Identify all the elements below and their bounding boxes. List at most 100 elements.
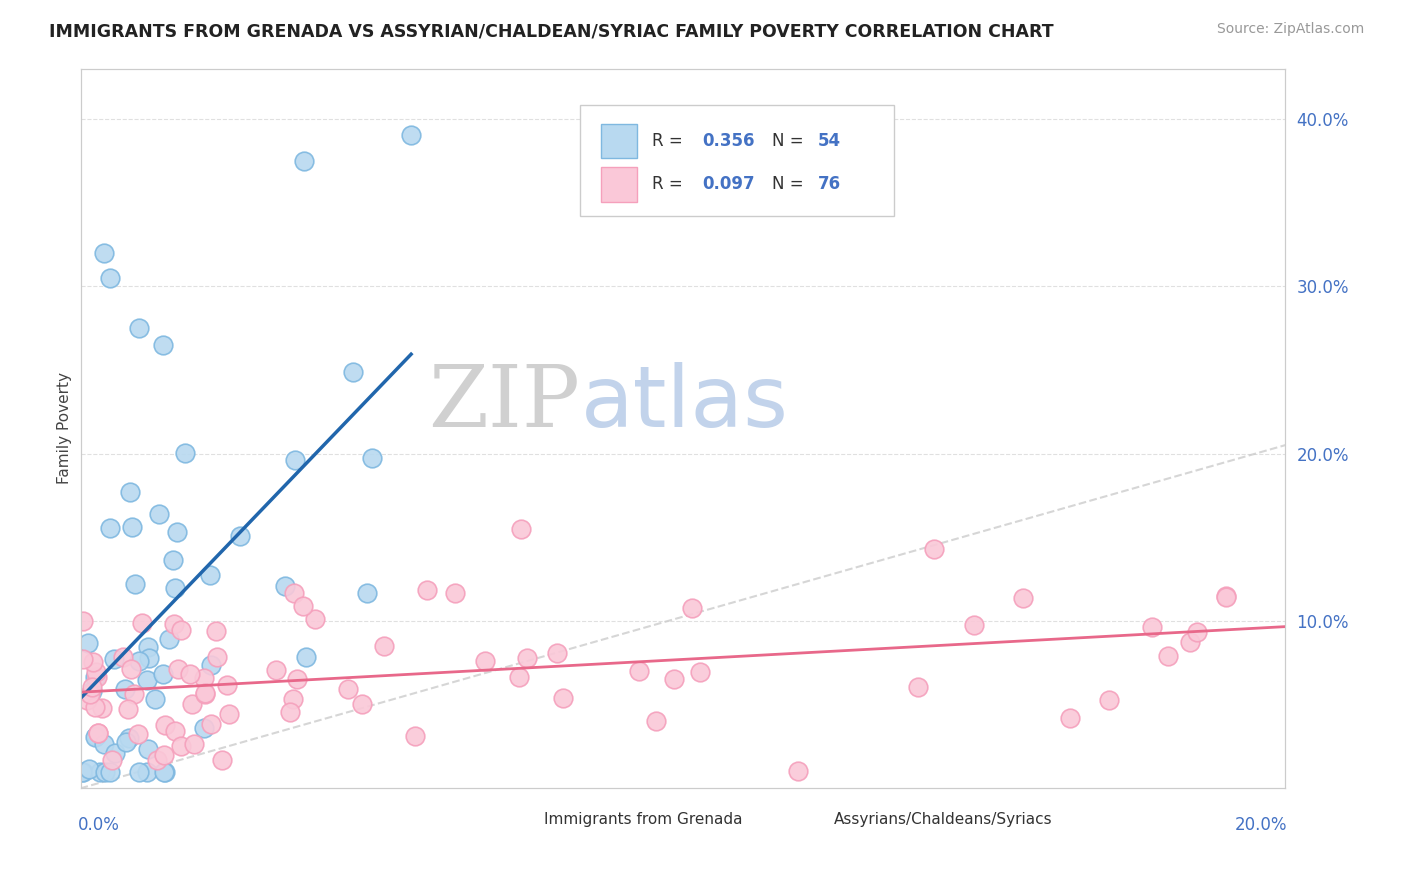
Point xyxy=(128,321,150,335)
Point xyxy=(508,670,530,684)
Point xyxy=(72,764,94,779)
Point xyxy=(118,485,141,500)
Point xyxy=(194,686,217,700)
Point xyxy=(93,245,115,260)
Point xyxy=(84,670,107,684)
Point xyxy=(157,632,180,647)
Point xyxy=(82,655,104,669)
Point xyxy=(87,726,110,740)
Point xyxy=(200,717,222,731)
Point xyxy=(198,567,221,582)
FancyBboxPatch shape xyxy=(797,808,824,831)
Point xyxy=(211,753,233,767)
Point xyxy=(90,701,112,715)
Point xyxy=(98,270,121,285)
FancyBboxPatch shape xyxy=(581,104,894,216)
Point xyxy=(1142,620,1164,634)
Point xyxy=(100,753,122,767)
Point xyxy=(510,522,533,536)
Point xyxy=(136,741,159,756)
Point xyxy=(662,672,685,686)
Text: 20.0%: 20.0% xyxy=(1234,815,1288,834)
Point xyxy=(278,705,301,719)
Point xyxy=(170,739,193,754)
Point xyxy=(1156,649,1178,664)
Point xyxy=(79,687,101,701)
Point xyxy=(124,576,146,591)
Text: 0.097: 0.097 xyxy=(702,176,755,194)
Point xyxy=(86,670,108,684)
Point xyxy=(87,725,110,739)
Y-axis label: Family Poverty: Family Poverty xyxy=(58,373,72,484)
Point xyxy=(907,680,929,694)
Point xyxy=(284,452,307,467)
Point xyxy=(553,690,575,705)
Point xyxy=(72,764,94,779)
Point xyxy=(516,651,538,665)
Point xyxy=(163,617,186,632)
Point xyxy=(146,753,169,767)
Point xyxy=(143,691,166,706)
Text: R =: R = xyxy=(651,132,688,150)
Point xyxy=(153,718,176,732)
Text: 76: 76 xyxy=(818,176,841,194)
Point xyxy=(1215,589,1237,603)
Point xyxy=(205,649,228,664)
Point xyxy=(117,702,139,716)
Point xyxy=(76,693,98,707)
Point xyxy=(127,727,149,741)
Point xyxy=(173,446,195,460)
Point xyxy=(205,624,228,639)
Point xyxy=(218,707,240,722)
Point xyxy=(86,729,108,743)
Point xyxy=(153,764,176,779)
Point xyxy=(1178,635,1201,649)
Point xyxy=(136,640,159,654)
FancyBboxPatch shape xyxy=(600,167,637,202)
FancyBboxPatch shape xyxy=(508,808,534,831)
Point xyxy=(170,623,193,637)
Point xyxy=(1098,693,1121,707)
Point xyxy=(131,615,153,630)
Point xyxy=(98,521,121,535)
Point xyxy=(193,721,215,735)
Point xyxy=(283,586,305,600)
Point xyxy=(1215,591,1237,605)
Point xyxy=(80,683,103,698)
Text: ZIP: ZIP xyxy=(429,361,581,445)
Point xyxy=(128,654,150,668)
Point xyxy=(922,542,945,557)
Point xyxy=(153,764,176,779)
Point xyxy=(200,657,222,672)
Point xyxy=(217,678,239,692)
Point xyxy=(162,553,184,567)
Point xyxy=(474,654,496,668)
Point xyxy=(963,618,986,632)
Text: Assyrians/Chaldeans/Syriacs: Assyrians/Chaldeans/Syriacs xyxy=(834,813,1052,828)
Text: atlas: atlas xyxy=(581,362,789,445)
Point xyxy=(183,737,205,751)
Point xyxy=(166,525,188,540)
Point xyxy=(163,724,186,739)
Point xyxy=(291,599,314,613)
Point xyxy=(72,652,94,666)
Point xyxy=(77,636,100,650)
Point xyxy=(153,748,176,763)
Point xyxy=(128,764,150,779)
Point xyxy=(111,650,134,665)
Text: R =: R = xyxy=(651,176,688,194)
Point xyxy=(179,666,201,681)
Point xyxy=(342,365,364,379)
Point xyxy=(681,600,703,615)
Point xyxy=(193,671,215,685)
Point xyxy=(229,529,252,543)
Point xyxy=(292,153,315,168)
Point xyxy=(152,667,174,681)
Text: 0.356: 0.356 xyxy=(702,132,755,150)
Point xyxy=(416,583,439,598)
Point xyxy=(135,673,157,687)
Point xyxy=(94,764,117,779)
Point xyxy=(120,661,142,675)
Point xyxy=(98,764,121,779)
Point xyxy=(77,762,100,776)
